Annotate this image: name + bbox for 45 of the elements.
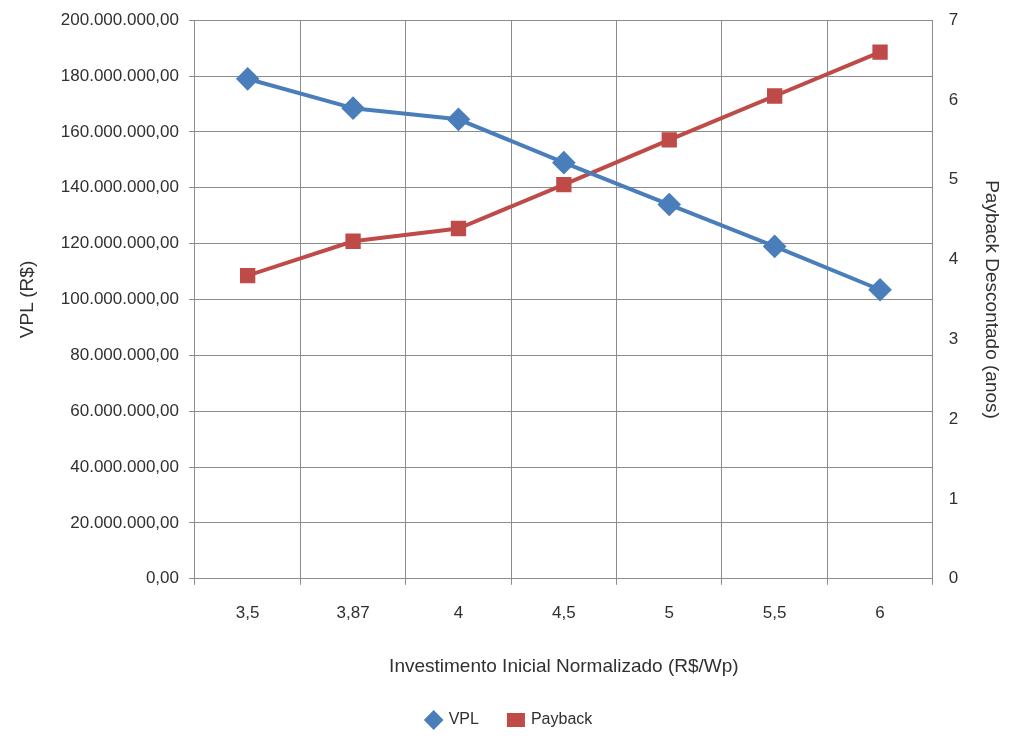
y-tick-label: 0,00 <box>145 568 179 588</box>
point <box>447 108 470 131</box>
x-axis-title: Investimento Inicial Normalizado (R$/Wp) <box>389 654 739 676</box>
point <box>869 278 892 301</box>
y2-tick-label: 5 <box>948 169 959 189</box>
y2-tick-label: 1 <box>948 488 959 508</box>
x-tick-label: 3,87 <box>336 602 370 622</box>
point <box>766 88 783 104</box>
point <box>872 44 888 60</box>
y2-tick-label: 7 <box>948 9 959 29</box>
x-tick-label: 3,5 <box>235 602 260 622</box>
y-tick-label: 140.000.000,00 <box>60 177 179 197</box>
y2-tick-label: 0 <box>948 568 959 588</box>
y2-axis-title: Payback Descontado (anos) <box>982 180 1004 419</box>
y-tick-label: 60.000.000,00 <box>70 400 179 420</box>
point <box>240 267 256 284</box>
legend-label: Payback <box>530 710 594 728</box>
point <box>658 193 681 216</box>
y2-tick-label: 4 <box>948 249 959 269</box>
y-axis-title: VPL (R$) <box>15 260 37 339</box>
y-tick-label: 40.000.000,00 <box>70 456 179 476</box>
legend-label: VPL <box>448 710 480 728</box>
point <box>345 233 361 249</box>
y-tick-label: 80.000.000,00 <box>70 345 179 365</box>
x-tick-label: 5,5 <box>762 602 787 622</box>
y-tick-label: 100.000.000,00 <box>60 289 179 309</box>
x-tick-label: 5 <box>664 602 674 622</box>
y2-tick-label: 6 <box>948 89 959 109</box>
y2-tick-label: 2 <box>948 408 959 428</box>
y-tick-label: 20.000.000,00 <box>70 512 179 532</box>
point <box>236 67 259 90</box>
x-tick-label: 4,5 <box>552 602 576 622</box>
point <box>763 235 786 258</box>
x-tick-label: 4 <box>453 602 464 622</box>
x-tick-label: 6 <box>875 602 885 622</box>
point <box>450 220 467 237</box>
point <box>342 97 365 120</box>
point <box>661 132 677 148</box>
point <box>556 176 572 193</box>
y-tick-label: 160.000.000,00 <box>60 121 179 141</box>
y-tick-label: 180.000.000,00 <box>60 65 179 85</box>
y-tick-label: 200.000.000,00 <box>60 9 179 29</box>
point <box>552 151 575 174</box>
y2-tick-label: 3 <box>948 329 959 349</box>
y-tick-label: 120.000.000,00 <box>60 233 179 253</box>
